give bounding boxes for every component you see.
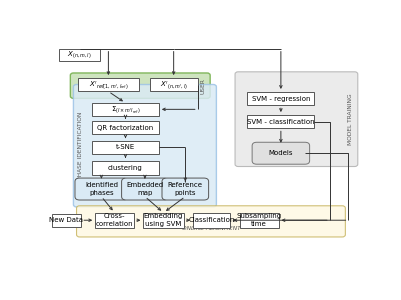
FancyBboxPatch shape <box>193 213 231 228</box>
Text: SVM - classification: SVM - classification <box>247 119 315 125</box>
FancyBboxPatch shape <box>77 206 345 237</box>
Text: $X'_{ref(1,m',l_{ref})}$: $X'_{ref(1,m',l_{ref})}$ <box>89 79 128 91</box>
Text: QR factorization: QR factorization <box>97 125 154 131</box>
FancyBboxPatch shape <box>52 214 81 226</box>
Text: Identified
phases: Identified phases <box>85 182 118 196</box>
Text: $X_{(n,m,l)}$: $X_{(n,m,l)}$ <box>67 50 92 61</box>
Text: SVM - regression: SVM - regression <box>251 96 310 102</box>
FancyBboxPatch shape <box>144 213 184 228</box>
FancyBboxPatch shape <box>75 178 128 200</box>
Text: PHASE IDENTIFICATION: PHASE IDENTIFICATION <box>78 112 83 180</box>
Text: New Data: New Data <box>49 217 83 223</box>
FancyBboxPatch shape <box>92 161 159 175</box>
FancyBboxPatch shape <box>95 213 134 228</box>
Text: $\Sigma_{(l\times m'l_{ref})}$: $\Sigma_{(l\times m'l_{ref})}$ <box>111 104 140 115</box>
Text: Cross-
correlation: Cross- correlation <box>96 214 134 227</box>
Text: Reference
points: Reference points <box>168 182 203 196</box>
FancyBboxPatch shape <box>92 122 159 134</box>
FancyBboxPatch shape <box>240 213 279 228</box>
Text: clustering: clustering <box>108 165 143 171</box>
FancyBboxPatch shape <box>150 78 198 92</box>
FancyBboxPatch shape <box>92 141 159 154</box>
FancyBboxPatch shape <box>73 85 217 207</box>
Text: ONLINE ALIGNMENT: ONLINE ALIGNMENT <box>182 226 240 231</box>
Text: $X'_{(n,m',l)}$: $X'_{(n,m',l)}$ <box>160 79 188 91</box>
FancyBboxPatch shape <box>247 115 314 128</box>
FancyBboxPatch shape <box>247 92 314 105</box>
Text: Subsampling
time: Subsampling time <box>237 214 282 227</box>
FancyBboxPatch shape <box>59 49 100 62</box>
Text: Models: Models <box>269 150 293 156</box>
FancyBboxPatch shape <box>235 72 358 166</box>
FancyBboxPatch shape <box>78 78 139 92</box>
Text: Classification: Classification <box>188 217 235 223</box>
Text: Embedded
map: Embedded map <box>126 182 164 196</box>
Text: t-SNE: t-SNE <box>116 145 135 151</box>
Text: MODEL TRAINING: MODEL TRAINING <box>348 93 353 145</box>
FancyBboxPatch shape <box>162 178 209 200</box>
FancyBboxPatch shape <box>70 73 210 98</box>
Text: USER: USER <box>201 78 206 94</box>
Text: Embedding
using SVM: Embedding using SVM <box>144 214 183 227</box>
FancyBboxPatch shape <box>122 178 168 200</box>
FancyBboxPatch shape <box>252 142 310 164</box>
FancyBboxPatch shape <box>92 103 159 116</box>
